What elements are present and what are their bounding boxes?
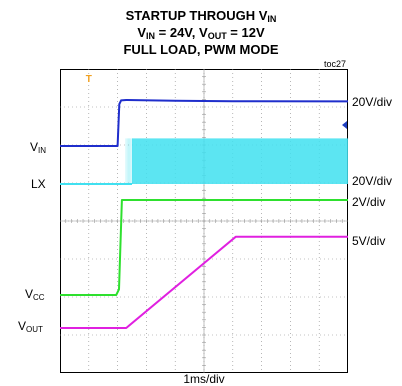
time-scale-label: 1ms/div: [183, 372, 225, 386]
figure-tag: toc27: [324, 59, 347, 69]
trigger-level-arrow: [342, 121, 347, 129]
trace-vcc: [60, 199, 348, 296]
scale-vout: 5V/div: [352, 234, 386, 248]
label-vcc: VCC: [25, 287, 45, 302]
trace-lx-band: [132, 138, 348, 184]
chart-title-line-3: FULL LOAD, PWM MODE: [123, 42, 279, 57]
label-vin: VIN: [30, 140, 47, 155]
scale-vin: 20V/div: [352, 95, 393, 109]
chart-title-line-2: VIN = 24V, VOUT = 12V: [137, 25, 265, 41]
label-vout: VOUT: [18, 319, 43, 334]
scale-lx: 20V/div: [352, 174, 393, 188]
chart-title-line-1: STARTUP THROUGH VIN: [125, 8, 277, 24]
trace-vout: [60, 235, 348, 329]
trigger-marker: T: [86, 74, 92, 85]
label-lx: LX: [31, 177, 46, 191]
scope-display: T: [60, 69, 348, 373]
scale-vcc: 2V/div: [352, 195, 386, 209]
trace-vin: [60, 99, 348, 147]
